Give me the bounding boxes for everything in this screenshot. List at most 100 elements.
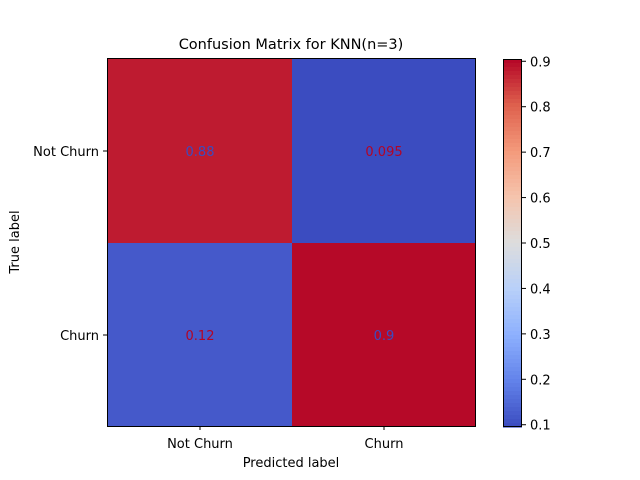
colorbar-segment — [503, 99, 522, 104]
colorbar-segment — [503, 363, 522, 368]
colorbar-segment — [503, 155, 522, 160]
chart-title: Confusion Matrix for KNN(n=3) — [179, 37, 404, 53]
y-axis-ticks: Not Churn Churn — [33, 145, 107, 344]
colorbar-segment — [503, 175, 522, 180]
x-tick-label: Churn — [365, 437, 404, 452]
colorbar-segment — [503, 123, 522, 128]
colorbar-segment — [503, 355, 522, 360]
colorbar-segment — [503, 403, 522, 408]
colorbar-segment — [503, 159, 522, 164]
colorbar-segment — [503, 79, 522, 84]
plot-frame — [107, 58, 476, 427]
colorbar: 0.1 0.2 0.3 0.4 0.5 0.6 0.7 0.8 0.9 — [503, 55, 551, 434]
colorbar-tick-label: 0.9 — [530, 55, 551, 70]
heatmap-cells: 0.88 0.095 0.12 0.9 — [108, 59, 476, 427]
colorbar-segment — [503, 179, 522, 184]
colorbar-segment — [503, 135, 522, 140]
colorbar-tick-label: 0.5 — [530, 237, 551, 252]
colorbar-segment — [503, 399, 522, 404]
colorbar-segment — [503, 307, 522, 312]
colorbar-segment — [503, 351, 522, 356]
colorbar-segment — [503, 143, 522, 148]
colorbar-segment — [503, 287, 522, 292]
x-axis-label: Predicted label — [243, 456, 340, 471]
colorbar-segment — [503, 199, 522, 204]
colorbar-segment — [503, 235, 522, 240]
x-axis-ticks: Not Churn Churn — [167, 426, 403, 452]
heatmap-cell — [108, 243, 292, 427]
colorbar-segment — [503, 83, 522, 88]
colorbar-segment — [503, 95, 522, 100]
colorbar-segment — [503, 395, 522, 400]
colorbar-segment — [503, 187, 522, 192]
colorbar-segment — [503, 243, 522, 248]
colorbar-segment — [503, 411, 522, 416]
colorbar-segment — [503, 203, 522, 208]
heatmap-cell — [292, 59, 476, 243]
colorbar-segment — [503, 375, 522, 380]
colorbar-segment — [503, 367, 522, 372]
cell-value-label: 0.9 — [374, 329, 395, 344]
colorbar-segment — [503, 391, 522, 396]
colorbar-segment — [503, 347, 522, 352]
cell-value-label: 0.095 — [365, 145, 402, 160]
colorbar-segment — [503, 195, 522, 200]
colorbar-segment — [503, 111, 522, 116]
colorbar-tick-label: 0.3 — [530, 328, 551, 343]
colorbar-segment — [503, 343, 522, 348]
colorbar-segment — [503, 67, 522, 72]
colorbar-tick-label: 0.1 — [530, 419, 551, 434]
colorbar-segment — [503, 283, 522, 288]
colorbar-segment — [503, 407, 522, 412]
colorbar-segment — [503, 239, 522, 244]
colorbar-segment — [503, 387, 522, 392]
x-tick-label: Not Churn — [167, 437, 233, 452]
colorbar-segment — [503, 167, 522, 172]
colorbar-segment — [503, 259, 522, 264]
colorbar-segment — [503, 275, 522, 280]
colorbar-segment — [503, 223, 522, 228]
colorbar-segment — [503, 231, 522, 236]
colorbar-segment — [503, 191, 522, 196]
y-tick-label: Not Churn — [33, 145, 99, 160]
colorbar-segment — [503, 107, 522, 112]
colorbar-segment — [503, 71, 522, 76]
colorbar-segment — [503, 219, 522, 224]
colorbar-segment — [503, 131, 522, 136]
colorbar-segment — [503, 91, 522, 96]
colorbar-segment — [503, 419, 522, 424]
colorbar-segment — [503, 183, 522, 188]
colorbar-segment — [503, 63, 522, 68]
colorbar-segment — [503, 339, 522, 344]
colorbar-segment — [503, 163, 522, 168]
colorbar-tick-label: 0.8 — [530, 101, 551, 116]
colorbar-segment — [503, 151, 522, 156]
colorbar-segment — [503, 87, 522, 92]
colorbar-segment — [503, 119, 522, 124]
colorbar-segment — [503, 263, 522, 268]
colorbar-segment — [503, 311, 522, 316]
colorbar-segment — [503, 291, 522, 296]
colorbar-segment — [503, 327, 522, 332]
y-tick-label: Churn — [60, 329, 99, 344]
cell-value-label: 0.88 — [186, 145, 215, 160]
colorbar-segment — [503, 251, 522, 256]
colorbar-segment — [503, 127, 522, 132]
colorbar-segment — [503, 279, 522, 284]
colorbar-tick-label: 0.7 — [530, 146, 551, 161]
colorbar-segment — [503, 359, 522, 364]
colorbar-segment — [503, 371, 522, 376]
colorbar-segment — [503, 319, 522, 324]
colorbar-segment — [503, 267, 522, 272]
colorbar-segment — [503, 147, 522, 152]
colorbar-segment — [503, 303, 522, 308]
colorbar-segment — [503, 299, 522, 304]
colorbar-segment — [503, 211, 522, 216]
colorbar-segment — [503, 215, 522, 220]
colorbar-segment — [503, 335, 522, 340]
colorbar-segment — [503, 207, 522, 212]
colorbar-frame — [503, 59, 522, 427]
colorbar-segment — [503, 139, 522, 144]
heatmap-cell — [292, 243, 476, 427]
